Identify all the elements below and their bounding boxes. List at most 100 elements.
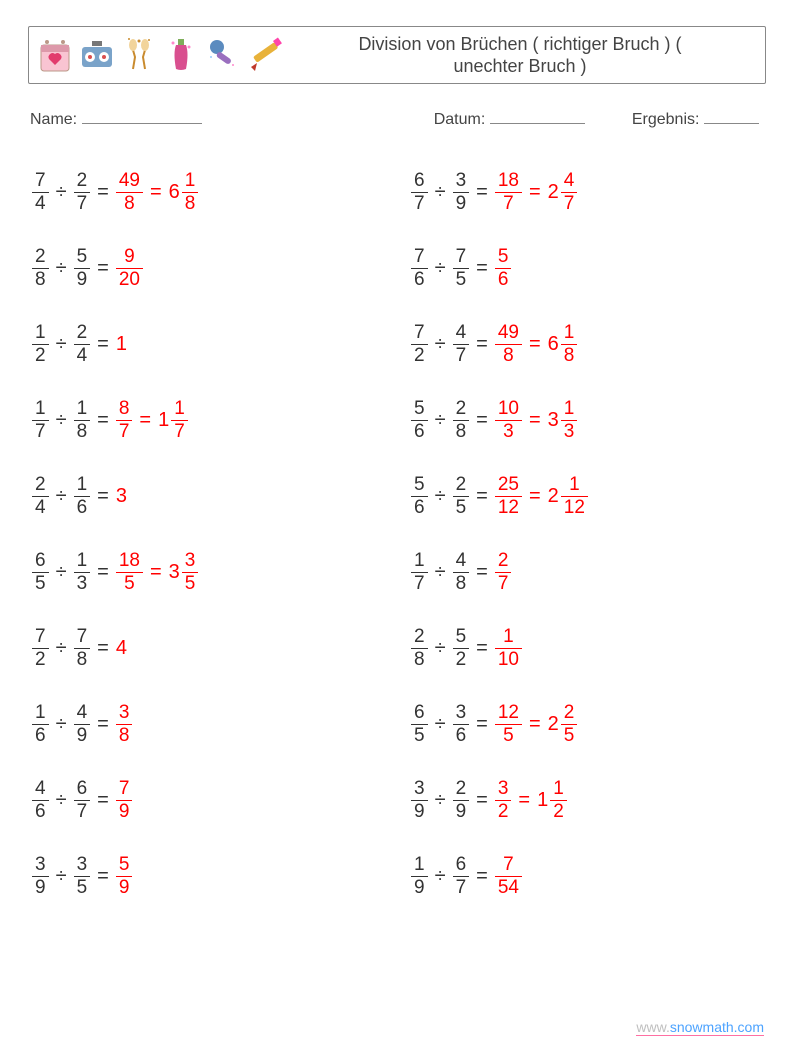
equals: = <box>476 561 488 584</box>
cheers-icon <box>119 35 159 75</box>
divide-op: ÷ <box>435 865 446 888</box>
problem: 76÷75=56 <box>411 231 780 307</box>
answer: 187 <box>495 171 522 214</box>
divide-op: ÷ <box>435 181 446 204</box>
equals: = <box>476 485 488 508</box>
problem: 12÷24=1 <box>32 307 401 383</box>
divide-op: ÷ <box>435 713 446 736</box>
equals: = <box>150 181 162 204</box>
answer-mixed: 618 <box>169 171 199 214</box>
answer: 56 <box>495 247 512 290</box>
equals: = <box>476 865 488 888</box>
equals: = <box>529 713 541 736</box>
problem: 24÷16=3 <box>32 459 401 535</box>
meta-row: Name: Datum: Ergebnis: <box>30 106 764 129</box>
answer-mixed: 618 <box>548 323 578 366</box>
answer-mixed: 335 <box>169 551 199 594</box>
divide-op: ÷ <box>56 485 67 508</box>
problem: 39÷35=59 <box>32 839 401 915</box>
column-left: 74÷27=498=61828÷59=92012÷24=117÷18=87=11… <box>28 155 401 915</box>
header-icons <box>35 35 285 75</box>
divide-op: ÷ <box>435 409 446 432</box>
result-blank[interactable] <box>704 106 759 124</box>
divide-op: ÷ <box>56 637 67 660</box>
equals: = <box>97 181 109 204</box>
answer-mixed: 313 <box>548 399 578 442</box>
equals: = <box>97 257 109 280</box>
equals: = <box>476 181 488 204</box>
problem: 56÷28=103=313 <box>411 383 780 459</box>
footer-link[interactable]: snowmath.com <box>670 1019 764 1035</box>
answer: 110 <box>495 627 522 670</box>
answer-mixed: 2112 <box>548 475 588 518</box>
title-line-1: Division von Brüchen ( richtiger Bruch )… <box>358 34 681 54</box>
answer: 185 <box>116 551 143 594</box>
divide-op: ÷ <box>435 257 446 280</box>
divide-op: ÷ <box>56 181 67 204</box>
problem: 28÷59=920 <box>32 231 401 307</box>
divide-op: ÷ <box>56 561 67 584</box>
answer: 498 <box>495 323 522 366</box>
equals: = <box>529 181 541 204</box>
equals: = <box>476 713 488 736</box>
bottle-icon <box>161 35 201 75</box>
equals: = <box>97 333 109 356</box>
answer: 3 <box>116 485 127 508</box>
equals: = <box>97 789 109 812</box>
equals: = <box>518 789 530 812</box>
equals: = <box>529 409 541 432</box>
problem: 74÷27=498=618 <box>32 155 401 231</box>
answer: 27 <box>495 551 512 594</box>
date-label: Datum: <box>434 111 486 128</box>
answer: 754 <box>495 855 522 898</box>
problem: 56÷25=2512=2112 <box>411 459 780 535</box>
pencil-icon <box>245 35 285 75</box>
problem: 19÷67=754 <box>411 839 780 915</box>
worksheet-title: Division von Brüchen ( richtiger Bruch )… <box>285 33 755 78</box>
footer: www.snowmath.com <box>636 1019 764 1035</box>
answer: 1 <box>116 333 127 356</box>
divide-op: ÷ <box>435 789 446 812</box>
equals: = <box>139 409 151 432</box>
column-right: 67÷39=187=24776÷75=5672÷47=498=61856÷28=… <box>401 155 780 915</box>
answer: 2512 <box>495 475 522 518</box>
equals: = <box>150 561 162 584</box>
answer: 498 <box>116 171 143 214</box>
divide-op: ÷ <box>56 333 67 356</box>
calendar-heart-icon <box>35 35 75 75</box>
problem: 72÷47=498=618 <box>411 307 780 383</box>
date-blank[interactable] <box>490 106 585 124</box>
result-label: Ergebnis: <box>632 111 700 128</box>
name-label: Name: <box>30 111 77 128</box>
answer: 38 <box>116 703 133 746</box>
answer: 4 <box>116 637 127 660</box>
equals: = <box>97 561 109 584</box>
answer-mixed: 247 <box>548 171 578 214</box>
problem: 72÷78=4 <box>32 611 401 687</box>
boombox-icon <box>77 35 117 75</box>
name-blank[interactable] <box>82 106 202 124</box>
problem: 46÷67=79 <box>32 763 401 839</box>
problem: 17÷18=87=117 <box>32 383 401 459</box>
divide-op: ÷ <box>56 257 67 280</box>
answer: 32 <box>495 779 512 822</box>
equals: = <box>97 713 109 736</box>
answer: 125 <box>495 703 522 746</box>
answer: 103 <box>495 399 522 442</box>
equals: = <box>476 257 488 280</box>
equals: = <box>476 409 488 432</box>
title-line-2: unechter Bruch ) <box>453 56 586 76</box>
header: Division von Brüchen ( richtiger Bruch )… <box>28 26 766 84</box>
equals: = <box>476 333 488 356</box>
equals: = <box>476 789 488 812</box>
equals: = <box>97 637 109 660</box>
footer-prefix: www. <box>636 1019 669 1035</box>
answer: 79 <box>116 779 133 822</box>
equals: = <box>529 333 541 356</box>
equals: = <box>97 409 109 432</box>
divide-op: ÷ <box>435 333 446 356</box>
answer-mixed: 117 <box>158 399 188 442</box>
equals: = <box>476 637 488 660</box>
answer: 920 <box>116 247 143 290</box>
problem: 65÷36=125=225 <box>411 687 780 763</box>
